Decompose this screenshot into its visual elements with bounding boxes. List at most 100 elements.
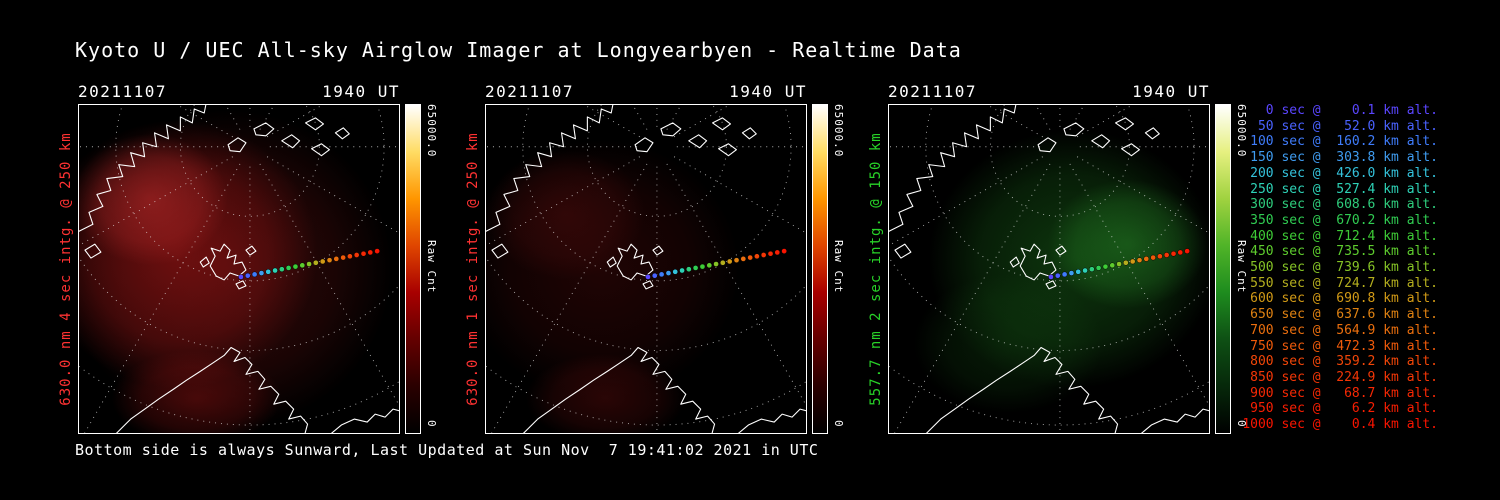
panel-630nm-1sec: 20211107 1940 UT 630.0 nm 1 sec intg. @ … [465, 82, 855, 454]
colorbar-min-label: 0 [832, 420, 845, 428]
satellite-track-dot [658, 271, 665, 278]
satellite-track-dot [699, 263, 706, 270]
coastline-path [199, 256, 210, 268]
coastline-path [330, 408, 399, 433]
coastline-path [718, 143, 737, 157]
allsky-map [485, 104, 807, 434]
airglow-blob [111, 350, 281, 433]
satellite-track-dot [1170, 250, 1177, 257]
satellite-track-dot [1082, 267, 1088, 274]
coastline-path [741, 127, 757, 140]
legend-entry: 200 sec @ 426.0 km alt. [1242, 165, 1438, 181]
legend-entry: 250 sec @ 527.4 km alt. [1242, 181, 1438, 197]
satellite-track-dot [326, 257, 333, 263]
allsky-map [78, 104, 400, 434]
satellite-track-dot [1163, 252, 1170, 258]
coastline-path [491, 243, 509, 259]
coastline-path [1121, 143, 1140, 157]
legend-entry: 900 sec @ 68.7 km alt. [1242, 385, 1438, 401]
colorbar-max-label: 65000.0 [425, 104, 438, 158]
satellite-track-dot [719, 259, 726, 266]
coastline-path [115, 346, 309, 433]
coastline-path [311, 143, 330, 157]
coastline-path [1144, 127, 1160, 140]
satellite-track-dot [319, 258, 326, 265]
satellite-track-dot [258, 270, 265, 276]
satellite-track-dot [1109, 262, 1116, 269]
graticule-line [1069, 105, 1085, 130]
graticule-line [986, 105, 1043, 138]
coastline-path [894, 243, 912, 259]
airglow-blob [79, 133, 229, 266]
graticule-line [1035, 105, 1051, 130]
coastline-path [227, 137, 247, 153]
panel-630nm-4sec: 20211107 1940 UT 630.0 nm 4 sec intg. @ … [58, 82, 448, 454]
colorbar-max-label: 65000.0 [832, 104, 845, 158]
graticule-circle [586, 105, 727, 217]
legend-entry: 100 sec @ 160.2 km alt. [1242, 134, 1438, 150]
satellite-track-dot [285, 265, 292, 271]
coastline-path [652, 245, 664, 256]
legend-entry: 850 sec @ 224.9 km alt. [1242, 369, 1438, 385]
satellite-track-dot [292, 263, 299, 270]
coastline-path [522, 346, 716, 433]
graticule-line [666, 105, 682, 130]
satellite-track-dot [1129, 258, 1136, 265]
coastline-path [660, 122, 682, 137]
satellite-track-dot [1136, 257, 1143, 263]
colorbar-gradient [1215, 104, 1231, 434]
legend-entry: 650 sec @ 637.6 km alt. [1242, 307, 1438, 323]
status-footer: Bottom side is always Sunward, Last Upda… [75, 441, 819, 459]
satellite-track-dot [1054, 272, 1061, 279]
legend-entry: 800 sec @ 359.2 km alt. [1242, 354, 1438, 370]
colorbar-min-label: 0 [425, 420, 438, 428]
satellite-track [238, 248, 380, 280]
wavelength-label: 630.0 nm 1 sec intg. @ 250 km [465, 132, 481, 406]
legend-entry: 550 sec @ 724.7 km alt. [1242, 275, 1438, 291]
satellite-track-dot [733, 257, 740, 263]
satellite-track-dot [1068, 270, 1075, 276]
satellite-track-dot [706, 262, 713, 269]
satellite-track-dot [672, 268, 679, 275]
satellite-track-dot [1089, 266, 1095, 273]
satellite-track-dot [1102, 263, 1109, 270]
satellite-track-dot [1048, 274, 1054, 280]
satellite-track-dot [1122, 259, 1129, 266]
coastline-path [634, 137, 654, 153]
legend-entry: 0 sec @ 0.1 km alt. [1242, 103, 1438, 118]
satellite-track-dot [1150, 254, 1156, 261]
satellite-track-dot [713, 261, 719, 267]
coastline-path [305, 117, 325, 131]
coastline-path [334, 127, 350, 140]
coastline-path [253, 122, 275, 137]
satellite-track-dot [374, 248, 380, 254]
satellite-track-dot [651, 272, 658, 279]
satellite-track-dot [265, 268, 272, 275]
coastline-path [925, 346, 1119, 433]
legend-entry: 400 sec @ 712.4 km alt. [1242, 228, 1438, 244]
satellite-track-dot [251, 271, 258, 278]
airglow-blob [525, 353, 685, 433]
coastline-path [79, 105, 207, 232]
page-title: Kyoto U / UEC All-sky Airglow Imager at … [75, 38, 962, 62]
coastline-path [245, 245, 257, 256]
coastline-path [281, 134, 301, 149]
coastline-path [1055, 245, 1067, 256]
satellite-track-dot [686, 266, 692, 273]
satellite-track-dot [1143, 256, 1150, 262]
satellite-track-dot [1177, 249, 1184, 256]
allsky-map [888, 104, 1210, 434]
satellite-track-dot [1095, 265, 1102, 271]
legend-entry: 500 sec @ 739.6 km alt. [1242, 260, 1438, 276]
wavelength-label: 630.0 nm 4 sec intg. @ 250 km [58, 132, 74, 406]
satellite-track-dot [1157, 253, 1163, 260]
satellite-track-dot [692, 265, 699, 271]
coastline-path [486, 105, 614, 232]
track-time-altitude-legend: 0 sec @ 0.1 km alt. 50 sec @ 52.0 km alt… [1242, 103, 1438, 433]
panel-557nm-2sec: 20211107 1940 UT 557.7 nm 2 sec intg. @ … [868, 82, 1258, 454]
graticule-line [583, 105, 640, 138]
satellite-track-dot [1075, 268, 1082, 275]
airglow-blob [486, 149, 646, 279]
panel-date: 20211107 [485, 82, 575, 101]
satellite-track-dot [333, 256, 340, 262]
